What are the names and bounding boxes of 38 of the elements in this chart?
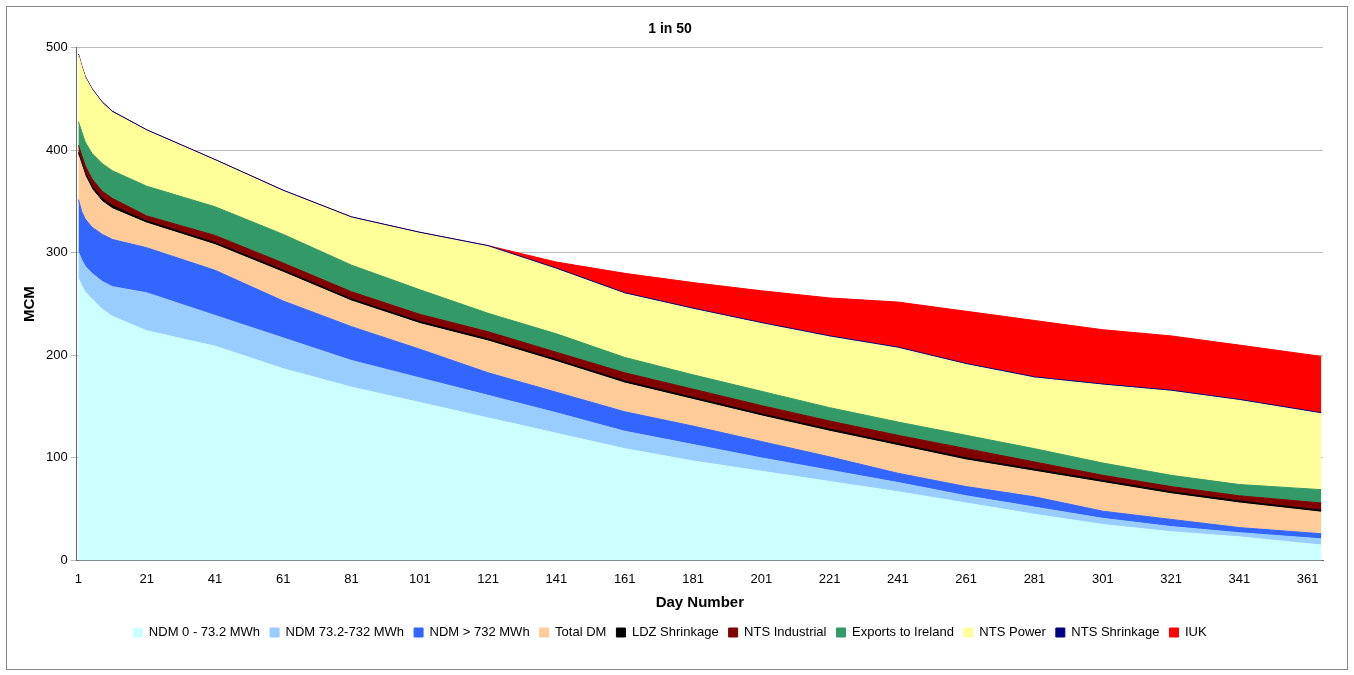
x-tick-label: 161 xyxy=(613,570,636,586)
legend-label: Total DM xyxy=(555,624,607,640)
x-tick-label: 101 xyxy=(409,570,431,586)
y-tick-label: 300 xyxy=(45,244,68,260)
x-tick-label: 341 xyxy=(1228,570,1251,586)
x-tick-label: 1 xyxy=(74,570,83,586)
x-tick-label: 321 xyxy=(1160,570,1182,586)
legend-label: NTS Shrinkage xyxy=(1071,624,1160,640)
y-axis-title: MCM xyxy=(20,286,38,323)
y-tick-label: 400 xyxy=(45,141,68,157)
x-tick-label: 261 xyxy=(955,570,978,586)
x-tick-label: 81 xyxy=(344,570,359,586)
x-tick-label: 301 xyxy=(1091,570,1114,586)
y-tick-label: 100 xyxy=(45,449,68,465)
x-tick-label: 281 xyxy=(1023,570,1046,586)
legend-label: Exports to Ireland xyxy=(851,624,954,640)
x-tick-label: 241 xyxy=(887,570,909,586)
y-tick-label: 500 xyxy=(45,39,68,55)
legend-label: NDM 0 - 73.2 MWh xyxy=(148,624,261,640)
x-tick-label: 61 xyxy=(276,570,291,586)
legend-label: NDM 73.2-732 MWh xyxy=(285,624,405,640)
x-tick-label: 41 xyxy=(207,570,223,586)
x-tick-label: 221 xyxy=(818,570,841,586)
legend-label: NDM > 732 MWh xyxy=(429,624,530,640)
y-tick-label: 0 xyxy=(60,551,68,567)
x-tick-label: 121 xyxy=(477,570,499,586)
chart-title: 1 in 50 xyxy=(648,20,692,37)
legend-label: IUK xyxy=(1184,624,1207,640)
x-tick-label: 361 xyxy=(1296,570,1319,586)
x-tick-label: 201 xyxy=(750,570,773,586)
x-tick-label: 181 xyxy=(682,570,704,586)
x-axis-title: Day Number xyxy=(655,593,745,611)
legend-label: NTS Industrial xyxy=(744,624,827,640)
legend-label: NTS Power xyxy=(979,624,1047,640)
x-tick-label: 141 xyxy=(545,570,568,586)
legend-label: LDZ Shrinkage xyxy=(631,624,719,640)
x-tick-label: 21 xyxy=(139,570,154,586)
y-tick-label: 200 xyxy=(45,346,68,362)
